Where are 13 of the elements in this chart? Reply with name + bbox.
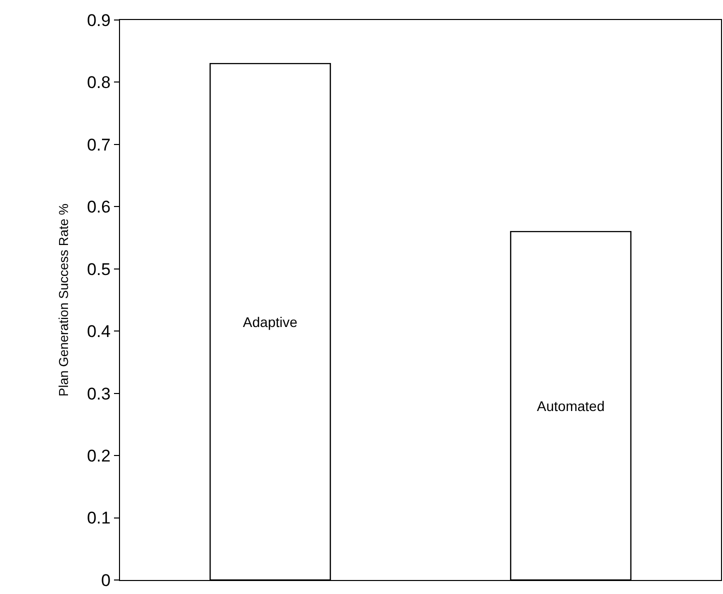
y-tick-label: 0.5 — [86, 260, 111, 279]
y-tick-label: 0.2 — [86, 446, 111, 466]
y-tick-label: 0.4 — [86, 322, 111, 342]
x-tick-label: Automated — [536, 398, 605, 414]
x-tick-label: Adaptive — [242, 314, 298, 330]
y-tick-label: 0.8 — [86, 73, 111, 92]
y-tick-label: 0.7 — [86, 135, 111, 154]
y-tick-label: 0.3 — [86, 384, 111, 404]
y-tick-label: 0 — [101, 570, 111, 590]
y-axis-title: Plan Generation Success Rate % — [56, 203, 71, 396]
y-tick-label: 0.9 — [86, 10, 111, 30]
y-tick-label: 0.1 — [86, 508, 111, 528]
y-tick-label: 0.6 — [86, 198, 111, 217]
